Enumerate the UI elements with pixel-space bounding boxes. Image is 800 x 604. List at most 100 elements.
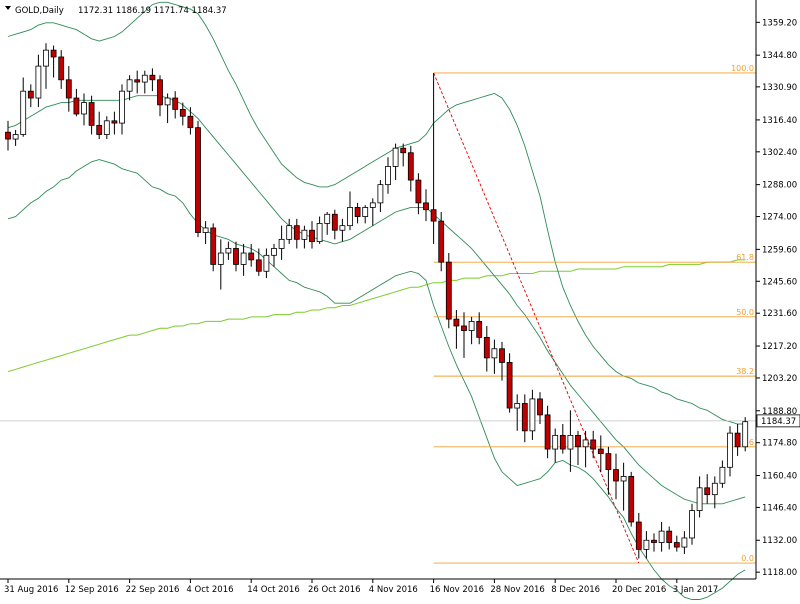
candle-bull [377, 184, 384, 204]
candle-bear [559, 434, 566, 450]
time-tick-label: 12 Sep 2016 [65, 585, 119, 595]
candle-bull [742, 421, 749, 448]
candle-bull [689, 510, 695, 539]
price-tick-label: 1330.90 [762, 83, 797, 93]
time-tick-label: 22 Sep 2016 [126, 585, 180, 595]
candle-bull [711, 482, 718, 496]
ohlc-readout: 1172.31 1186.19 1171.74 1184.37 [78, 6, 227, 16]
price-tick-label: 1359.20 [762, 18, 797, 28]
candle-bear [575, 434, 581, 448]
candle-bear [65, 79, 72, 99]
candle-bear [628, 476, 635, 523]
candle-bear [673, 542, 680, 548]
candle-bear [445, 261, 452, 320]
candle-bear [483, 336, 490, 359]
candle-bull [240, 252, 247, 265]
price-tick-label: 1274.00 [762, 213, 797, 223]
price-tick-label: 1146.40 [762, 503, 797, 513]
candle-bear [415, 179, 422, 204]
last-price-badge [756, 414, 800, 428]
candle-bear [476, 321, 483, 338]
candle-bear [597, 448, 604, 455]
candle-bear [438, 220, 445, 263]
price-tick-label: 1160.40 [762, 472, 797, 482]
price-tick-label: 1217.20 [762, 342, 797, 352]
candle-bull [35, 65, 42, 99]
candle-bear [88, 102, 95, 126]
candle-bull [103, 120, 110, 135]
candle-bull [324, 213, 331, 224]
candle-bear [293, 225, 300, 240]
candle-bull [552, 434, 559, 450]
candle-bear [111, 120, 118, 124]
candle-bull [217, 252, 224, 265]
candle-bear [233, 248, 239, 265]
candle-bear [704, 487, 711, 496]
candle-bull [658, 530, 665, 543]
candle-bull [681, 537, 688, 548]
time-tick-label: 31 Aug 2016 [4, 585, 58, 595]
candle-bear [506, 362, 513, 409]
candle-bear [50, 49, 57, 58]
time-tick-label: 14 Oct 2016 [247, 585, 300, 595]
fib-level-label: 100.0 [731, 64, 754, 73]
price-tick-label: 1231.60 [762, 309, 797, 319]
candle-bear [590, 439, 597, 450]
price-tick-label: 1259.60 [762, 245, 797, 255]
time-tick-label: 28 Nov 2016 [490, 585, 544, 595]
bollinger-lower-line [7, 159, 746, 600]
candle-bear [73, 97, 80, 115]
candle-bull [225, 248, 232, 254]
price-tick-label: 1316.40 [762, 116, 797, 126]
candle-bear [537, 398, 543, 416]
candle-bear [134, 79, 141, 83]
time-tick-label: 4 Oct 2016 [186, 585, 233, 595]
candle-bear [248, 252, 255, 261]
candle-bull [347, 207, 353, 227]
candle-bear [309, 229, 315, 243]
candle-bull [696, 487, 703, 512]
candle-bear [423, 202, 429, 211]
candle-bear [96, 124, 103, 135]
price-tick-label: 1302.40 [762, 148, 797, 158]
candle-bear [499, 348, 505, 363]
candle-bear [58, 56, 65, 81]
candle-bull [385, 166, 391, 186]
price-tick-label: 1188.80 [762, 407, 797, 417]
candle-bull [81, 102, 87, 115]
last-price-label: 1184.37 [761, 417, 796, 427]
candle-bull [43, 49, 49, 67]
candle-bear [157, 79, 163, 106]
fib-level-label: 50.0 [736, 308, 754, 317]
candle-bear [613, 469, 619, 482]
candle-bull [392, 147, 399, 167]
candle-bull [582, 439, 589, 448]
price-tick-label: 1118.00 [762, 568, 797, 578]
candle-bear [5, 131, 11, 140]
dropdown-arrow-icon[interactable] [5, 6, 11, 10]
price-tick-label: 1344.80 [762, 51, 797, 61]
bollinger-middle-line [7, 95, 746, 505]
candle-bull [263, 254, 270, 272]
candle-bear [400, 147, 407, 154]
candle-bear [521, 403, 528, 432]
price-tick-label: 1203.20 [762, 374, 797, 384]
candle-bear [255, 259, 262, 272]
candle-bear [354, 207, 361, 217]
time-tick-label: 8 Dec 2016 [551, 585, 600, 595]
price-tick-label: 1174.80 [762, 439, 797, 449]
moving-average-line [7, 259, 746, 373]
price-tick-label: 1245.60 [762, 277, 797, 287]
candle-bear [407, 152, 414, 181]
candle-bull [468, 321, 475, 331]
fib-level-label: 61.8 [736, 253, 754, 262]
fib-trend-line [433, 72, 640, 564]
candle-bull [271, 248, 277, 256]
fib-level-label: 38.2 [736, 367, 754, 376]
candle-bear [453, 318, 460, 327]
candle-bear [635, 521, 642, 550]
candle-bear [172, 97, 179, 110]
